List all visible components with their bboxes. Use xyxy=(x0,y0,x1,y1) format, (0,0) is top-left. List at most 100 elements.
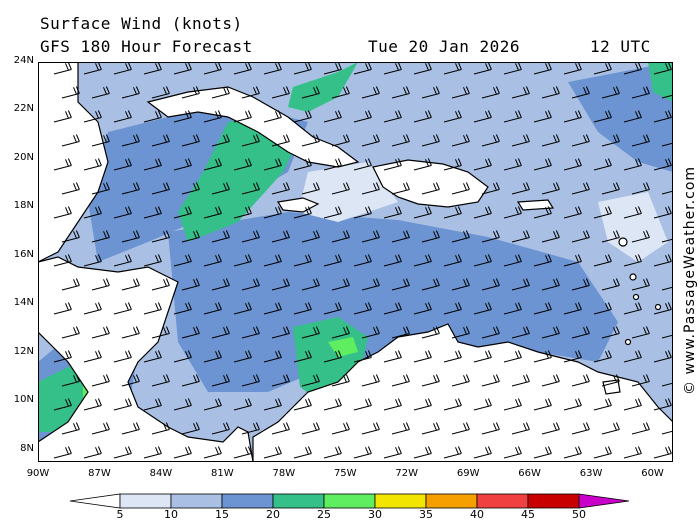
wind-barb xyxy=(211,422,230,435)
wind-barb xyxy=(511,230,530,243)
wind-barb xyxy=(481,422,500,435)
wind-barb xyxy=(263,398,282,411)
wind-barb xyxy=(151,182,170,195)
land-jamaica xyxy=(277,197,320,213)
legend-label: 35 xyxy=(419,508,433,521)
wind-barb xyxy=(203,158,222,171)
wind-barb xyxy=(511,422,530,435)
wind-barb xyxy=(331,326,350,339)
wind-barb xyxy=(593,302,612,315)
wind-barb xyxy=(473,254,492,267)
wind-barb xyxy=(61,86,80,99)
wind-barb xyxy=(563,62,582,75)
legend-swatch xyxy=(170,493,223,509)
wind-barb xyxy=(391,230,410,243)
land-cuba xyxy=(146,86,360,168)
wind-barb xyxy=(241,86,260,99)
wind-barb xyxy=(361,182,380,195)
wind-barb xyxy=(391,278,410,291)
wind-barb xyxy=(571,230,590,243)
wind-barb xyxy=(233,62,252,75)
wind-barb xyxy=(173,206,192,219)
wind-barb xyxy=(653,110,672,123)
wind-barb xyxy=(241,134,260,147)
forecast-time: 12 UTC xyxy=(590,37,651,56)
wind-barb xyxy=(361,422,380,435)
latitude-label: 10N xyxy=(13,394,34,406)
wind-barb xyxy=(241,230,260,243)
wind-barb xyxy=(331,134,350,147)
wind-barb xyxy=(353,302,372,315)
wind-barb xyxy=(593,206,612,219)
latitude-label: 24N xyxy=(13,55,34,66)
wind-barb xyxy=(451,326,470,339)
wind-barb xyxy=(203,62,222,75)
wind-barb xyxy=(533,446,552,459)
wind-barb xyxy=(623,62,642,75)
wind-barb xyxy=(233,350,252,363)
wind-barb xyxy=(143,350,162,363)
longitude-label: 66W xyxy=(518,468,541,479)
wind-barb xyxy=(83,110,102,123)
wind-barb xyxy=(113,206,132,219)
wind-barb xyxy=(541,134,560,147)
wind-barb xyxy=(323,302,342,315)
wind-barb xyxy=(151,326,170,339)
wind-barb xyxy=(563,206,582,219)
legend-label: 30 xyxy=(368,508,382,521)
wind-barb xyxy=(563,158,582,171)
longitude-label: 87W xyxy=(88,468,111,479)
wind-barb xyxy=(383,350,402,363)
wind-zone-20-25-cayman xyxy=(178,112,303,242)
wind-barb xyxy=(533,254,552,267)
wind-barb xyxy=(473,158,492,171)
wind-barb xyxy=(563,398,582,411)
wind-barb xyxy=(503,254,522,267)
wind-barb xyxy=(443,398,462,411)
wind-barb xyxy=(653,446,672,459)
wind-barb xyxy=(571,326,590,339)
wind-barb xyxy=(263,350,282,363)
wind-barb xyxy=(143,206,162,219)
wind-barb xyxy=(473,206,492,219)
wind-barb xyxy=(121,374,140,387)
wind-barb xyxy=(203,254,222,267)
wind-barb xyxy=(661,430,673,435)
wind-barb xyxy=(121,326,140,339)
wind-barb xyxy=(383,446,402,459)
wind-barb xyxy=(383,302,402,315)
wind-barb xyxy=(121,134,140,147)
wind-barb xyxy=(353,158,372,171)
wind-barb xyxy=(91,230,110,243)
wind-barb xyxy=(361,326,380,339)
wind-barb xyxy=(541,326,560,339)
wind-barb xyxy=(421,326,440,339)
wind-barb xyxy=(331,374,350,387)
wind-barb xyxy=(413,254,432,267)
wind-barb xyxy=(53,206,72,219)
wind-barb xyxy=(443,62,462,75)
latitude-label: 22N xyxy=(13,103,34,115)
legend-swatch xyxy=(476,493,529,509)
wind-barb xyxy=(301,374,320,387)
wind-barb xyxy=(601,374,620,387)
wind-barb xyxy=(623,446,642,459)
wind-barb xyxy=(481,182,500,195)
wind-barb xyxy=(593,158,612,171)
wind-barb xyxy=(653,254,672,267)
wind-barb xyxy=(511,134,530,147)
wind-barb xyxy=(533,302,552,315)
wind-barb xyxy=(301,230,320,243)
wind-barb xyxy=(61,374,80,387)
wind-barb xyxy=(481,374,500,387)
wind-barb xyxy=(361,134,380,147)
wind-barb xyxy=(653,398,672,411)
wind-barb xyxy=(541,182,560,195)
wind-barb xyxy=(181,230,200,243)
wind-barb xyxy=(443,254,462,267)
wind-barb xyxy=(593,398,612,411)
wind-band-15-20-east xyxy=(568,62,673,172)
wind-barb xyxy=(533,350,552,363)
wind-barb xyxy=(451,134,470,147)
wind-barb xyxy=(623,110,642,123)
